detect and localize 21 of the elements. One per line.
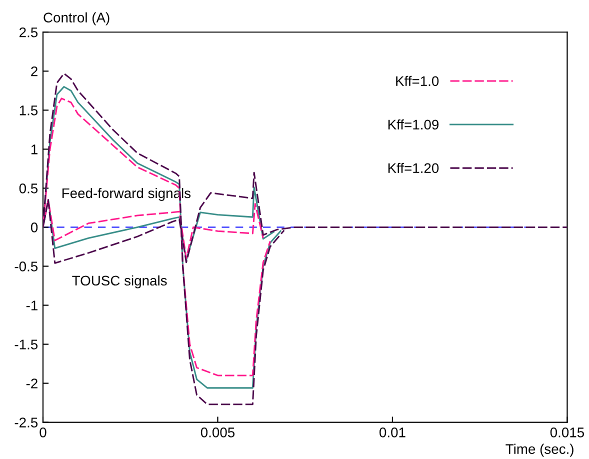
legend-label: Kff=1.09 [388,119,438,130]
y-tick-label: 0.5 [19,184,38,194]
x-tick-label: 0 [40,428,46,438]
y-tick-label: 2 [31,66,38,76]
y-axis-title: Control (A) [44,12,110,26]
legend-label: Kff=1.0 [396,76,439,86]
legend-label: Kff=1.20 [388,162,439,174]
x-axis-title: Time (sec.) [506,444,574,457]
y-tick-label: 1.5 [20,106,38,116]
x-tick-label: 0.005 [200,428,235,438]
y-tick-label: -0.5 [14,262,38,272]
y-tick-label: 1 [31,144,38,154]
y-tick-label: -1.5 [14,340,38,350]
y-tick-label: -2.5 [14,418,38,428]
y-tick-label: -2 [26,378,38,388]
y-tick-label: -1 [26,300,38,310]
y-tick-label: 0 [30,222,38,232]
annotation: TOUSC signals [72,275,167,288]
x-tick-label: 0.01 [380,428,406,438]
y-tick-label: 2.5 [20,27,38,38]
x-tick-label: 0.015 [550,428,584,438]
